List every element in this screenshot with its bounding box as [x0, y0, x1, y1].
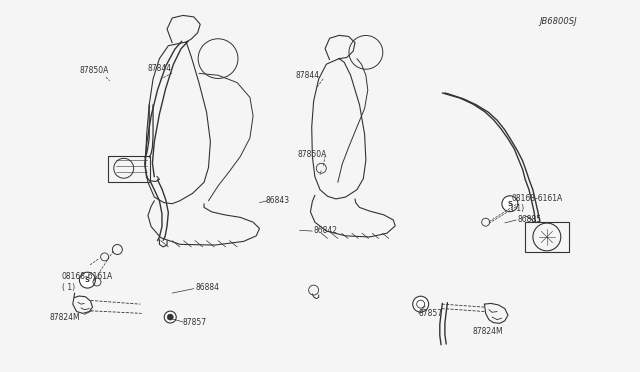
- Text: 08168-6161A
( 1): 08168-6161A ( 1): [62, 272, 113, 292]
- Text: 86885: 86885: [518, 215, 541, 224]
- Text: S: S: [508, 201, 513, 207]
- Text: 87844: 87844: [148, 64, 172, 73]
- Text: 87857: 87857: [419, 309, 443, 318]
- Text: 87824M: 87824M: [473, 327, 504, 336]
- Text: 08168-6161A
( 1): 08168-6161A ( 1): [511, 194, 563, 214]
- Text: S: S: [85, 277, 90, 283]
- Text: 86842: 86842: [314, 226, 338, 235]
- Text: 87850A: 87850A: [79, 66, 109, 75]
- Text: 86843: 86843: [266, 196, 290, 205]
- Text: 87857: 87857: [183, 318, 207, 327]
- Circle shape: [502, 196, 518, 212]
- Circle shape: [167, 314, 173, 320]
- Circle shape: [79, 272, 95, 288]
- Text: 86884: 86884: [196, 283, 220, 292]
- Text: 87850A: 87850A: [298, 150, 327, 159]
- Text: 87824M: 87824M: [49, 312, 80, 321]
- Circle shape: [164, 311, 176, 323]
- Circle shape: [413, 296, 429, 312]
- Text: JB6800SJ: JB6800SJ: [540, 17, 577, 26]
- Text: 87844: 87844: [296, 71, 320, 80]
